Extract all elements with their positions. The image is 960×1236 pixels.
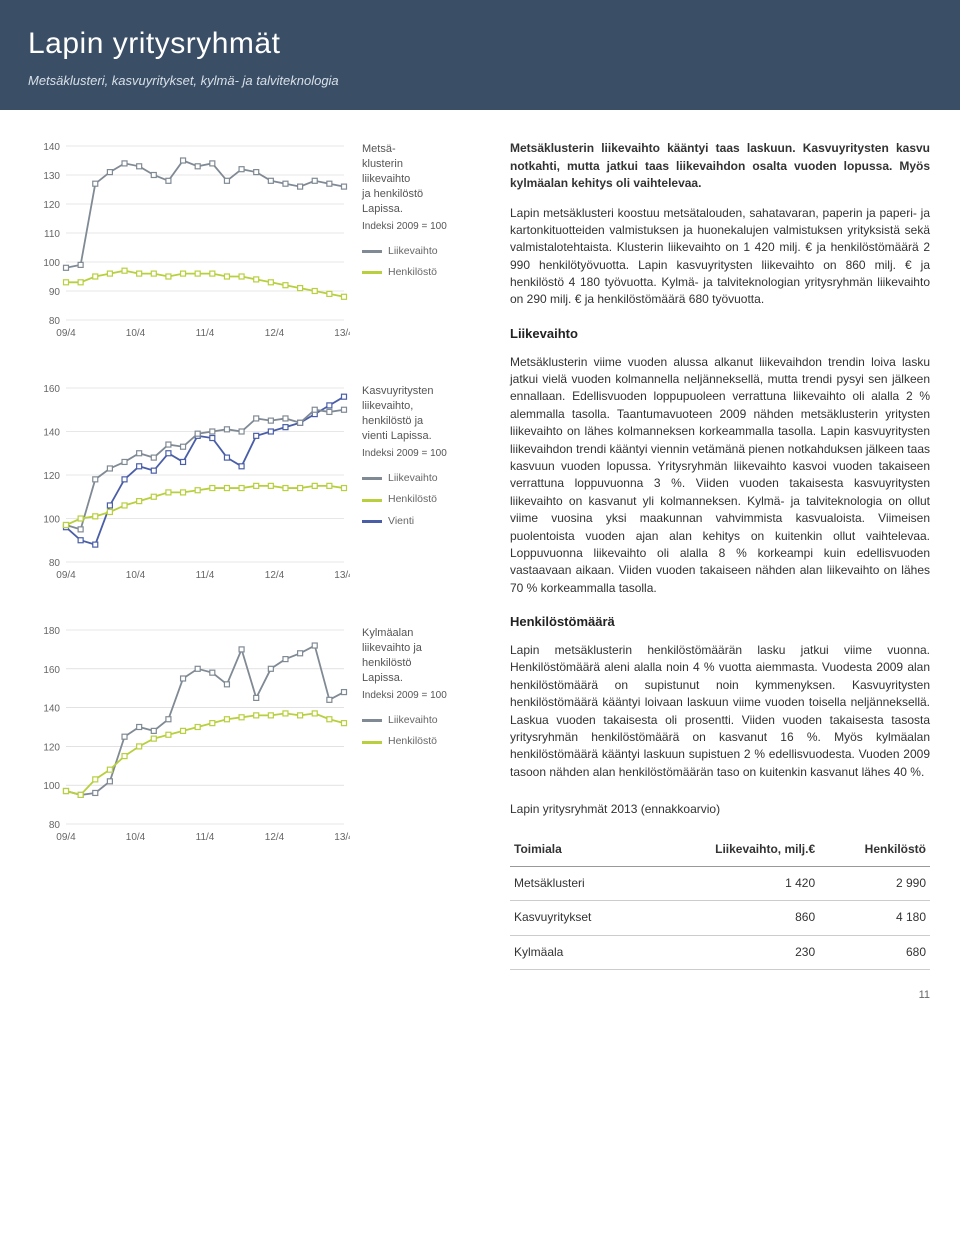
- svg-text:11/4: 11/4: [196, 328, 215, 339]
- svg-text:110: 110: [44, 229, 60, 240]
- svg-text:13/4: 13/4: [334, 328, 350, 339]
- svg-text:140: 140: [43, 704, 60, 715]
- svg-text:100: 100: [43, 258, 60, 269]
- svg-text:11/4: 11/4: [196, 832, 215, 843]
- svg-text:80: 80: [49, 316, 61, 327]
- svg-text:10/4: 10/4: [126, 832, 146, 843]
- page-number: 11: [30, 988, 930, 1004]
- legend-henkilosto: Henkilöstö: [362, 492, 480, 507]
- svg-text:13/4: 13/4: [334, 570, 350, 581]
- svg-text:100: 100: [43, 515, 60, 526]
- svg-text:90: 90: [49, 287, 61, 298]
- chart2-title: Kasvuyritystenliikevaihto,henkilöstö jav…: [362, 384, 480, 443]
- text-column: Metsäklusterin liikevaihto kääntyi taas …: [510, 140, 930, 970]
- paragraph-1: Lapin metsäklusteri koostuu metsätaloude…: [510, 205, 930, 309]
- svg-text:80: 80: [49, 558, 61, 569]
- chart3-title: Kylmäalanliikevaihto jahenkilöstöLapissa…: [362, 626, 480, 685]
- chart2-index-note: Indeksi 2009 = 100: [362, 447, 480, 462]
- chart2-svg: 80 100 120 140 160 09/4 10/4 11/4 12/4 13/4: [30, 382, 350, 582]
- legend-liikevaihto: Liikevaihto: [362, 244, 480, 259]
- chart3-index-note: Indeksi 2009 = 100: [362, 689, 480, 704]
- col-henkilosto: Henkilöstö: [819, 833, 930, 867]
- chart-metsaklusteri: 809010011012013014009/410/411/412/413/4 …: [30, 140, 480, 340]
- legend-liikevaihto: Liikevaihto: [362, 471, 480, 486]
- legend-vienti: Vienti: [362, 514, 480, 529]
- table-row: Kylmäala230680: [510, 935, 930, 969]
- svg-text:12/4: 12/4: [265, 328, 285, 339]
- heading-henkilosto: Henkilöstömäärä: [510, 613, 930, 632]
- chart3-svg: 80 100 120 140 160 180 09/4 10/4 11/4 12/4 13/4: [30, 624, 350, 844]
- svg-text:09/4: 09/4: [56, 832, 76, 843]
- col-toimiala: Toimiala: [510, 833, 646, 867]
- table-row: Metsäklusteri1 4202 990: [510, 866, 930, 900]
- col-liikevaihto: Liikevaihto, milj.€: [646, 833, 819, 867]
- summary-table: Toimiala Liikevaihto, milj.€ Henkilöstö …: [510, 833, 930, 971]
- legend-henkilosto: Henkilöstö: [362, 265, 480, 280]
- chart1-index-note: Indeksi 2009 = 100: [362, 220, 480, 235]
- svg-text:180: 180: [43, 626, 60, 637]
- heading-liikevaihto: Liikevaihto: [510, 325, 930, 344]
- svg-text:120: 120: [43, 471, 60, 482]
- svg-text:130: 130: [43, 171, 60, 182]
- chart-kylmaala: 80 100 120 140 160 180 09/4 10/4 11/4 12/4 13/4 Ky…: [30, 624, 480, 844]
- svg-text:140: 140: [43, 142, 60, 153]
- svg-text:10/4: 10/4: [126, 570, 146, 581]
- chart-kasvuyritykset: 80 100 120 140 160 09/4 10/4 11/4 12/4 13/4 Kasvu…: [30, 382, 480, 582]
- page-header: Lapin yritysryhmät Metsäklusteri, kasvuy…: [0, 0, 960, 110]
- page-title: Lapin yritysryhmät: [28, 22, 932, 66]
- paragraph-2: Metsäklusterin viime vuoden alussa alkan…: [510, 354, 930, 597]
- svg-text:12/4: 12/4: [265, 570, 285, 581]
- table-row: Kasvuyritykset8604 180: [510, 901, 930, 935]
- svg-text:10/4: 10/4: [126, 328, 146, 339]
- svg-text:11/4: 11/4: [196, 570, 215, 581]
- page-subtitle: Metsäklusteri, kasvuyritykset, kylmä- ja…: [28, 72, 932, 91]
- svg-text:09/4: 09/4: [56, 328, 76, 339]
- charts-column: 809010011012013014009/410/411/412/413/4 …: [30, 140, 480, 970]
- svg-text:13/4: 13/4: [334, 832, 350, 843]
- svg-text:09/4: 09/4: [56, 570, 76, 581]
- svg-text:100: 100: [43, 782, 60, 793]
- chart1-title: Metsä-klusterinliikevaihtoja henkilöstöL…: [362, 142, 480, 216]
- svg-text:80: 80: [49, 820, 61, 831]
- legend-liikevaihto: Liikevaihto: [362, 713, 480, 728]
- legend-henkilosto: Henkilöstö: [362, 734, 480, 749]
- svg-text:120: 120: [43, 743, 60, 754]
- svg-text:12/4: 12/4: [265, 832, 285, 843]
- svg-text:120: 120: [43, 200, 60, 211]
- svg-text:140: 140: [43, 428, 60, 439]
- svg-text:160: 160: [43, 384, 60, 395]
- svg-text:160: 160: [43, 665, 60, 676]
- chart1-svg: 80 90 100 110 120 130 140 09/4 10/4 11/4 12/4 13/4: [30, 140, 350, 340]
- table-title: Lapin yritysryhmät 2013 (ennakkoarvio): [510, 801, 930, 818]
- intro-paragraph: Metsäklusterin liikevaihto kääntyi taas …: [510, 140, 930, 192]
- paragraph-3: Lapin metsäklusterin henkilöstömäärän la…: [510, 642, 930, 781]
